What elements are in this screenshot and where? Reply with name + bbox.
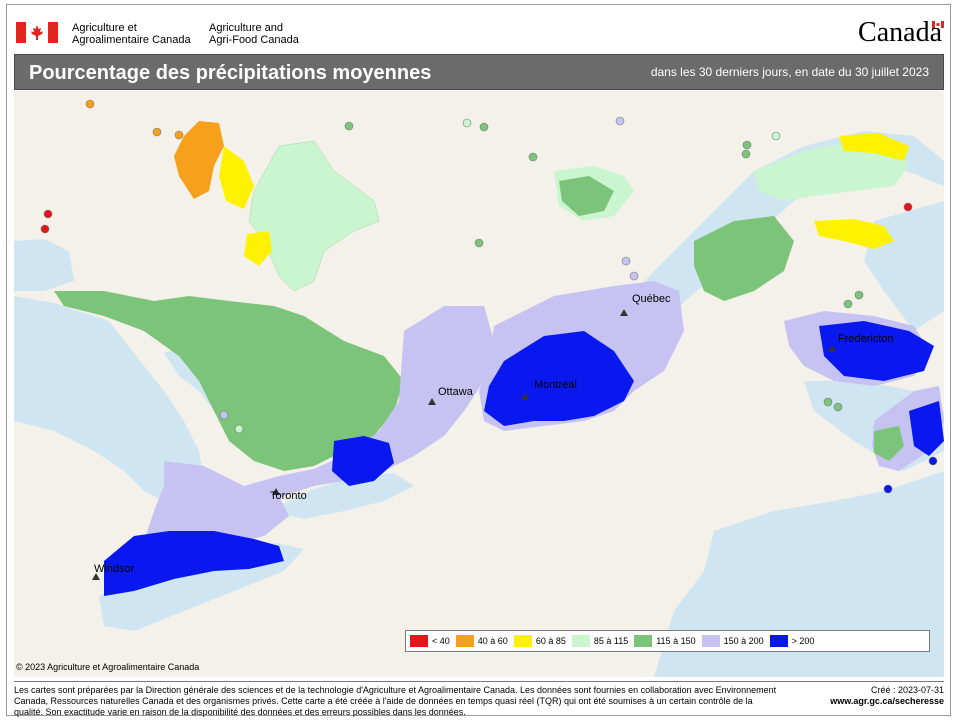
zone-150-200-central <box>234 306 494 506</box>
lake-ontario <box>269 473 414 519</box>
zone-gt-200-east-ontario <box>332 436 394 486</box>
precipitation-map: Québec Fredericton Ottawa Montréal Toron… <box>14 91 944 677</box>
legend-swatch <box>410 635 428 647</box>
zone-60-85-north <box>219 146 254 209</box>
legend-item: 150 à 200 <box>701 635 764 647</box>
website-link[interactable]: www.agr.gc.ca/secheresse <box>830 696 944 706</box>
legend-label: 150 à 200 <box>723 636 764 646</box>
zone-gt-200-southwest <box>104 531 284 596</box>
city-marker-quebec: Québec <box>620 293 671 316</box>
legend-label: 40 à 60 <box>477 636 508 646</box>
station-markers <box>40 99 938 494</box>
zone-115-150-main <box>54 291 404 471</box>
lake-superior-east <box>14 239 74 291</box>
wordmark-flag-icon <box>932 21 944 28</box>
zone-60-85-west <box>244 231 272 266</box>
map-title: Pourcentage des précipitations moyennes <box>29 62 432 84</box>
legend-swatch <box>701 635 720 647</box>
legend-swatch <box>455 635 474 647</box>
legend-item: > 200 <box>769 635 815 647</box>
st-lawrence-river <box>614 131 944 341</box>
zone-gt-200-nova-scotia <box>909 401 944 456</box>
footer-disclaimer: Les cartes sont préparées par la Directi… <box>14 685 777 717</box>
department-name-english: Agriculture and Agri-Food Canada <box>209 22 299 46</box>
legend-item: 85 à 115 <box>571 635 629 647</box>
map-subtitle: dans les 30 derniers jours, en date du 3… <box>650 65 929 79</box>
city-label-toronto: Toronto <box>270 490 307 502</box>
map-frame <box>6 4 951 716</box>
canada-wordmark: Canada <box>858 17 942 48</box>
zone-60-85-gaspe <box>839 133 909 161</box>
city-label-fredericton: Fredericton <box>838 333 894 345</box>
legend-swatch <box>634 635 653 647</box>
zone-60-85-baie-chaleur <box>814 219 894 249</box>
zone-115-150-nova-scotia <box>874 426 904 461</box>
legend-swatch <box>513 635 532 647</box>
department-name-french: Agriculture et Agroalimentaire Canada <box>72 22 191 46</box>
zone-40-60 <box>174 121 224 199</box>
zone-115-150-lac-st-jean <box>559 176 614 216</box>
legend-label: 115 à 150 <box>656 636 696 646</box>
legend-item: < 40 <box>410 635 450 647</box>
zone-gt-200-montreal <box>484 331 634 426</box>
city-marker-toronto: Toronto <box>270 488 307 502</box>
legend-label: 60 à 85 <box>535 636 566 646</box>
legend-item: 115 à 150 <box>634 635 696 647</box>
header: Agriculture et Agroalimentaire Canada Ag… <box>14 18 944 52</box>
lake-huron <box>14 296 204 511</box>
zone-85-115-gaspe <box>754 141 909 201</box>
city-label-windsor: Windsor <box>94 563 135 575</box>
canada-flag-icon <box>16 22 58 43</box>
legend: < 40 40 à 60 60 à 85 85 à 115 115 à 150 … <box>405 630 930 652</box>
city-marker-windsor: Windsor <box>92 563 135 580</box>
city-marker-ottawa: Ottawa <box>428 386 474 405</box>
copyright-notice: © 2023 Agriculture et Agroalimentaire Ca… <box>16 662 200 672</box>
legend-label: < 40 <box>432 636 450 646</box>
city-marker-fredericton: Fredericton <box>828 333 894 352</box>
legend-label: > 200 <box>791 636 815 646</box>
legend-item: 40 à 60 <box>455 635 508 647</box>
atlantic-ocean <box>654 471 944 677</box>
title-bar: Pourcentage des précipitations moyennes … <box>14 54 944 90</box>
legend-label: 85 à 115 <box>593 636 629 646</box>
city-label-ottawa: Ottawa <box>438 386 474 398</box>
city-label-montreal: Montréal <box>534 379 577 391</box>
zone-85-115-north <box>248 140 380 292</box>
city-label-quebec: Québec <box>632 293 671 305</box>
legend-swatch <box>571 635 590 647</box>
zone-gt-200-new-brunswick <box>819 321 934 381</box>
footer: Les cartes sont préparées par la Directi… <box>14 681 944 717</box>
legend-item: 60 à 85 <box>513 635 566 647</box>
created-date: Créé : 2023-07-31 <box>870 685 944 695</box>
city-marker-montreal: Montréal <box>521 379 577 400</box>
zone-115-150-east <box>694 216 794 301</box>
legend-swatch <box>769 635 788 647</box>
